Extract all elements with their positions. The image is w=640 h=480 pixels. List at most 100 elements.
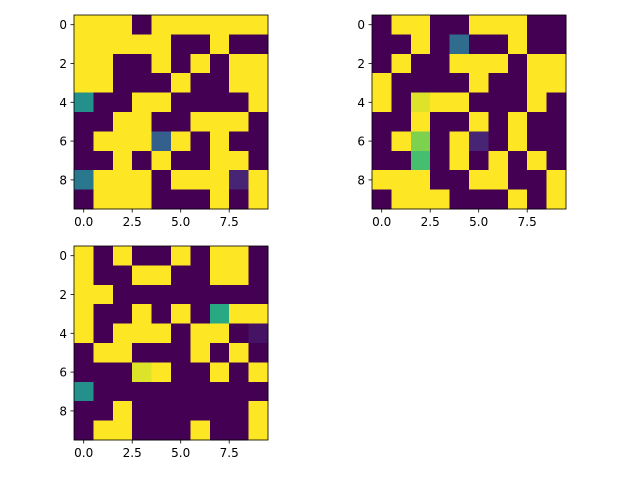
heatmap-cell bbox=[248, 246, 269, 266]
heatmap-cell bbox=[546, 170, 567, 190]
heatmap-cell bbox=[151, 323, 172, 344]
y-tick-label: 0 bbox=[59, 18, 67, 32]
heatmap-cell bbox=[469, 34, 489, 55]
heatmap-cell bbox=[93, 381, 114, 402]
heatmap-cell bbox=[430, 34, 450, 55]
heatmap-cell bbox=[112, 131, 133, 152]
heatmap-cell bbox=[410, 131, 431, 152]
heatmap-cell bbox=[546, 112, 567, 132]
heatmap-cell bbox=[112, 15, 133, 35]
heatmap-cell bbox=[190, 92, 211, 113]
x-tick-label: 7.5 bbox=[518, 215, 537, 229]
heatmap-panel-3: 0.0 2.5 5.0 7.5 0 2 4 6 8 bbox=[59, 245, 269, 460]
heatmap-cell bbox=[391, 170, 412, 190]
heatmap-cell bbox=[93, 131, 114, 152]
heatmap-cell bbox=[74, 362, 94, 383]
heatmap-cell bbox=[132, 170, 152, 190]
heatmap-cell bbox=[209, 362, 230, 383]
heatmap-cell bbox=[507, 131, 528, 152]
heatmap-cell bbox=[527, 112, 547, 132]
heatmap-cell bbox=[449, 92, 470, 113]
heatmap-cell bbox=[469, 150, 489, 171]
x-tick-label: 2.5 bbox=[421, 215, 440, 229]
y-tick-label: 2 bbox=[357, 57, 365, 71]
y-tick-label: 8 bbox=[59, 173, 67, 187]
heatmap-cell bbox=[132, 323, 152, 344]
heatmap-cell bbox=[209, 53, 230, 74]
heatmap-cell bbox=[74, 170, 94, 190]
heatmap-panel-2: 0.0 2.5 5.0 7.5 0 2 4 6 8 bbox=[357, 14, 567, 229]
heatmap-cell bbox=[171, 112, 191, 132]
heatmap-cell bbox=[507, 150, 528, 171]
heatmap-cell bbox=[190, 131, 211, 152]
heatmap-cell bbox=[229, 170, 249, 190]
heatmap-cell bbox=[190, 420, 211, 441]
heatmap-cell bbox=[209, 381, 230, 402]
heatmap-cell bbox=[112, 304, 133, 324]
heatmap-cell bbox=[74, 53, 94, 74]
heatmap-cell bbox=[248, 362, 269, 383]
heatmap-cell bbox=[449, 170, 470, 190]
heatmap-panel-1: 0.0 2.5 5.0 7.5 0 2 4 6 8 bbox=[59, 14, 269, 229]
heatmap-cell bbox=[112, 170, 133, 190]
heatmap-cell bbox=[209, 265, 230, 286]
heatmap-cell bbox=[74, 381, 94, 402]
heatmap-cell bbox=[449, 189, 470, 210]
heatmap-cell bbox=[449, 73, 470, 93]
heatmap-cell bbox=[546, 34, 567, 55]
heatmap-cell bbox=[209, 92, 230, 113]
y-tick-label: 8 bbox=[357, 173, 365, 187]
heatmap-cell bbox=[112, 323, 133, 344]
heatmap-cell bbox=[546, 73, 567, 93]
heatmap-cell bbox=[248, 150, 269, 171]
heatmap-cell bbox=[151, 381, 172, 402]
heatmap-cell bbox=[372, 189, 392, 210]
heatmap-cell bbox=[430, 53, 450, 74]
heatmap-cell bbox=[209, 401, 230, 421]
heatmap-cell bbox=[112, 246, 133, 266]
heatmap-cell bbox=[190, 284, 211, 305]
heatmap-cell bbox=[229, 343, 249, 363]
heatmap-cell bbox=[132, 53, 152, 74]
heatmap-cell bbox=[248, 381, 269, 402]
heatmap-cell bbox=[449, 34, 470, 55]
heatmap-cell bbox=[449, 131, 470, 152]
heatmap-cell bbox=[488, 73, 509, 93]
heatmap-cell bbox=[372, 112, 392, 132]
heatmap-cell bbox=[132, 304, 152, 324]
heatmap-cell bbox=[112, 34, 133, 55]
heatmap-cell bbox=[112, 73, 133, 93]
heatmap-cell bbox=[372, 53, 392, 74]
heatmap-cell bbox=[190, 246, 211, 266]
heatmap-cell bbox=[112, 362, 133, 383]
heatmap-cell bbox=[527, 73, 547, 93]
heatmap-cell bbox=[229, 73, 249, 93]
heatmap-cell bbox=[93, 420, 114, 441]
heatmap-cell bbox=[209, 189, 230, 210]
heatmap-cell bbox=[488, 15, 509, 35]
heatmap-cell bbox=[488, 150, 509, 171]
heatmap-cell bbox=[229, 131, 249, 152]
heatmap-cell bbox=[546, 131, 567, 152]
heatmap-cell bbox=[93, 150, 114, 171]
heatmap-cell bbox=[93, 246, 114, 266]
heatmap-cell bbox=[507, 34, 528, 55]
heatmap-cell bbox=[469, 112, 489, 132]
heatmap-cell bbox=[132, 420, 152, 441]
heatmap-cell bbox=[190, 381, 211, 402]
heatmap-cell bbox=[151, 73, 172, 93]
heatmap-cell bbox=[410, 15, 431, 35]
heatmap-cell bbox=[93, 401, 114, 421]
heatmap-cell bbox=[190, 323, 211, 344]
heatmap-cell bbox=[469, 170, 489, 190]
heatmap-cell bbox=[449, 112, 470, 132]
heatmap-cell bbox=[112, 53, 133, 74]
heatmap-cell bbox=[488, 34, 509, 55]
heatmap-cell bbox=[248, 131, 269, 152]
heatmap-cell bbox=[229, 265, 249, 286]
x-tick-label: 7.5 bbox=[220, 446, 239, 460]
heatmap-cell bbox=[190, 304, 211, 324]
heatmap-cell bbox=[132, 131, 152, 152]
heatmap-cell bbox=[391, 131, 412, 152]
heatmap-cell bbox=[93, 323, 114, 344]
